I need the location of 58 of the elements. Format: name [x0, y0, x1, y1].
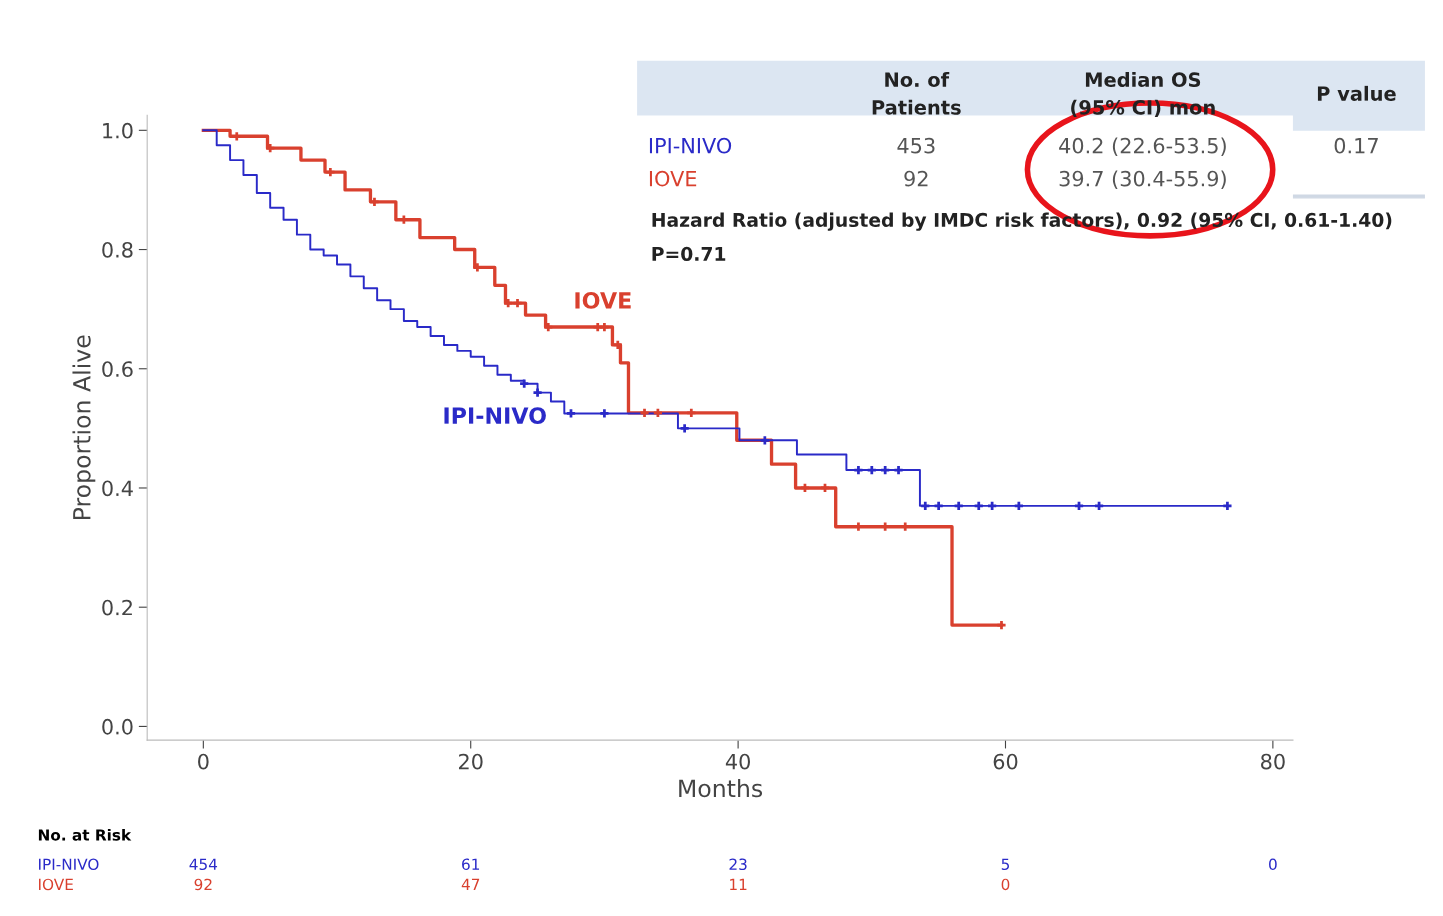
point — [566, 409, 576, 418]
text: 23 — [729, 858, 747, 871]
series-label: IOVE — [575, 292, 631, 309]
point — [680, 424, 689, 433]
text: P value — [1317, 85, 1396, 101]
y-tick-label: 0.8 — [102, 241, 133, 258]
text: 454 — [189, 858, 218, 871]
point — [600, 409, 609, 418]
annotation: 40.2 (22.6-53.5) — [1059, 137, 1226, 156]
y-tick-label: 0.6 — [102, 361, 133, 377]
x-tick-label: 40 — [725, 753, 750, 770]
text: 61 — [462, 858, 480, 871]
text: 11 — [730, 878, 747, 890]
point — [266, 144, 275, 153]
annotation: IPI-NIVO — [649, 137, 732, 154]
x-tick-label: 80 — [1261, 753, 1285, 770]
text: 0 — [1269, 858, 1277, 871]
point — [760, 436, 769, 445]
annotation: IOVE — [649, 170, 697, 187]
point — [894, 465, 903, 475]
x-tick-label: 20 — [458, 753, 483, 770]
point — [1223, 501, 1232, 510]
point — [513, 299, 522, 308]
point — [520, 379, 529, 388]
text: 5 — [1001, 858, 1010, 871]
point — [997, 620, 1006, 630]
point — [1014, 501, 1023, 510]
annotation: P=0.71 — [652, 246, 726, 261]
y-axis-title: Proportion Alive — [72, 335, 96, 519]
y-tick-label: 0.0 — [102, 718, 133, 735]
point — [934, 501, 943, 510]
x-axis-title: Months — [679, 779, 763, 798]
x-tick-label: 0 — [198, 753, 209, 770]
text: 92 — [194, 878, 212, 891]
point — [921, 501, 930, 510]
y-tick-label: 1.0 — [103, 122, 133, 139]
y-tick-label: 0.4 — [102, 480, 133, 497]
point — [854, 465, 863, 475]
text: 0 — [1001, 878, 1010, 891]
point — [600, 322, 609, 332]
series-label: IPI-NIVO — [444, 407, 546, 424]
annotation: 453 — [897, 137, 935, 154]
y-tick-label: 0.2 — [102, 599, 132, 616]
annotation: 39.7 (30.4-55.9) — [1059, 170, 1226, 189]
text: IOVE — [39, 878, 73, 891]
point — [954, 501, 963, 510]
point — [533, 388, 542, 397]
point — [640, 408, 649, 417]
point — [370, 197, 379, 206]
text: IPI-NIVO — [39, 858, 99, 871]
text: No. at Risk — [38, 828, 132, 841]
annotation: 92 — [904, 170, 928, 187]
text: No. of Patients — [872, 72, 961, 115]
point — [974, 501, 983, 510]
text: 0.17 — [1334, 137, 1378, 154]
x-tick-label: 60 — [993, 753, 1018, 770]
point — [504, 299, 513, 308]
text: 47 — [461, 878, 480, 890]
